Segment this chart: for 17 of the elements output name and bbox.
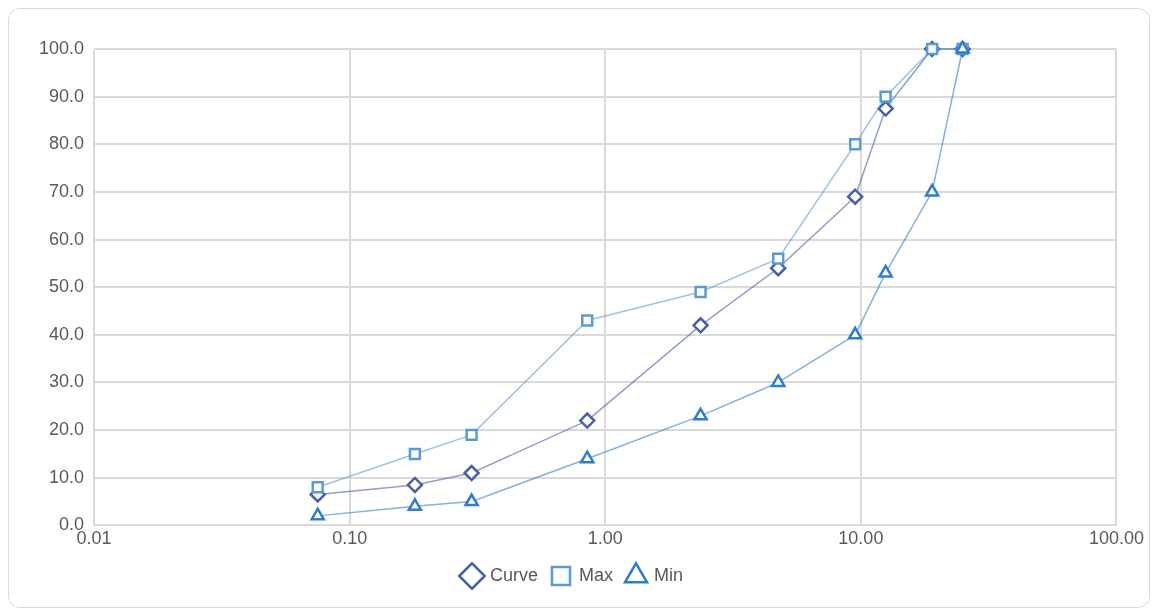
x-tick-label: 10.00 xyxy=(838,528,884,549)
legend-label: Max xyxy=(579,564,614,585)
y-tick-label: 90.0 xyxy=(49,85,85,106)
y-tick-label: 30.0 xyxy=(49,371,85,392)
y-tick-label: 10.0 xyxy=(49,466,85,487)
y-tick-label: 80.0 xyxy=(49,133,85,154)
y-tick-label: 40.0 xyxy=(49,323,85,344)
legend-label: Curve xyxy=(489,564,538,585)
y-tick-label: 50.0 xyxy=(49,276,85,297)
legend-label: Min xyxy=(654,564,684,585)
y-tick-label: 20.0 xyxy=(49,419,85,440)
y-tick-label: 100.0 xyxy=(39,37,85,58)
x-tick-label: 1.00 xyxy=(587,528,623,549)
y-tick-label: 70.0 xyxy=(49,180,85,201)
y-tick-label: 60.0 xyxy=(49,228,85,249)
x-tick-label: 100.00 xyxy=(1088,528,1144,549)
x-tick-label: 0.10 xyxy=(332,528,368,549)
